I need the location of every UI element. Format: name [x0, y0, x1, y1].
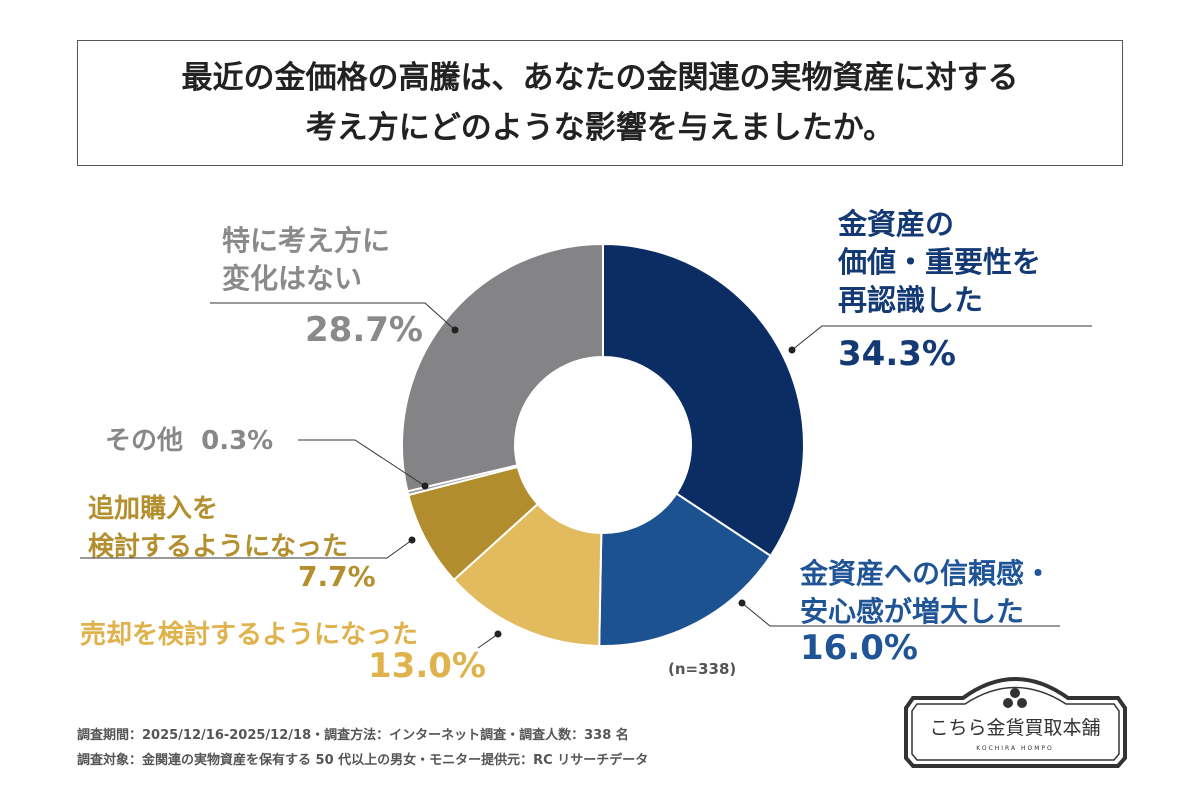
label-no-change: 特に考え方に 変化はない [222, 224, 391, 295]
label-buy: 追加購入を 検討するようになった [88, 494, 349, 562]
leader-dot-other [421, 482, 429, 490]
chart-title: 最近の金価格の高騰は、あなたの金関連の実物資産に対する 考え方にどのような影響を… [77, 40, 1123, 166]
label-sell: 売却を検討するようになった [80, 620, 419, 650]
pct-no-change: 28.7% [305, 310, 423, 350]
pct-sell: 13.0% [368, 646, 486, 686]
logo-text: こちら金貨買取本舗 [929, 717, 1100, 739]
leader-dot-no-change [451, 326, 459, 334]
leader-dot-reaffirmed [788, 346, 796, 354]
footer-line-2: 調査対象：金関連の実物資産を保有する 50 代以上の男女・モニター提供元：RC … [77, 753, 649, 768]
leader-line-other [298, 439, 426, 487]
slice-reaffirmed [602, 242, 805, 558]
label-other: その他 0.3% [105, 426, 274, 456]
pct-reaffirmed: 34.3% [838, 334, 956, 374]
leader-line-no-change [210, 302, 456, 331]
label-reaffirmed: 金資産の 価値・重要性を 再認識した [838, 207, 1042, 317]
leader-dot-sell [494, 630, 502, 638]
leader-dot-trust [738, 599, 746, 607]
footer-line-1: 調査期間：2025/12/16-2025/12/18・調査方法：インターネット調… [77, 728, 629, 743]
leader-line-reaffirmed [791, 325, 1092, 351]
title-line-2: 考え方にどのような影響を与えましたか。 [305, 110, 895, 146]
slice-no-change [401, 242, 604, 493]
leader-line-trust [741, 602, 1060, 627]
label-trust: 金資産への信頼感・ 安心感が増大した [800, 557, 1053, 628]
title-line-1: 最近の金価格の高騰は、あなたの金関連の実物資産に対する [181, 60, 1019, 96]
sample-size: (n=338) [668, 660, 737, 678]
leader-line-sell [477, 633, 499, 649]
pct-buy: 7.7% [298, 560, 376, 593]
leader-line-buy [80, 539, 413, 559]
leader-dot-buy [408, 536, 416, 544]
brand-logo: こちら金貨買取本舗 KOCHIRA HOMPO [904, 677, 1127, 768]
slice-trust [598, 492, 773, 647]
pct-trust: 16.0% [800, 628, 918, 668]
svg-text:KOCHIRA HOMPO: KOCHIRA HOMPO [976, 745, 1054, 752]
